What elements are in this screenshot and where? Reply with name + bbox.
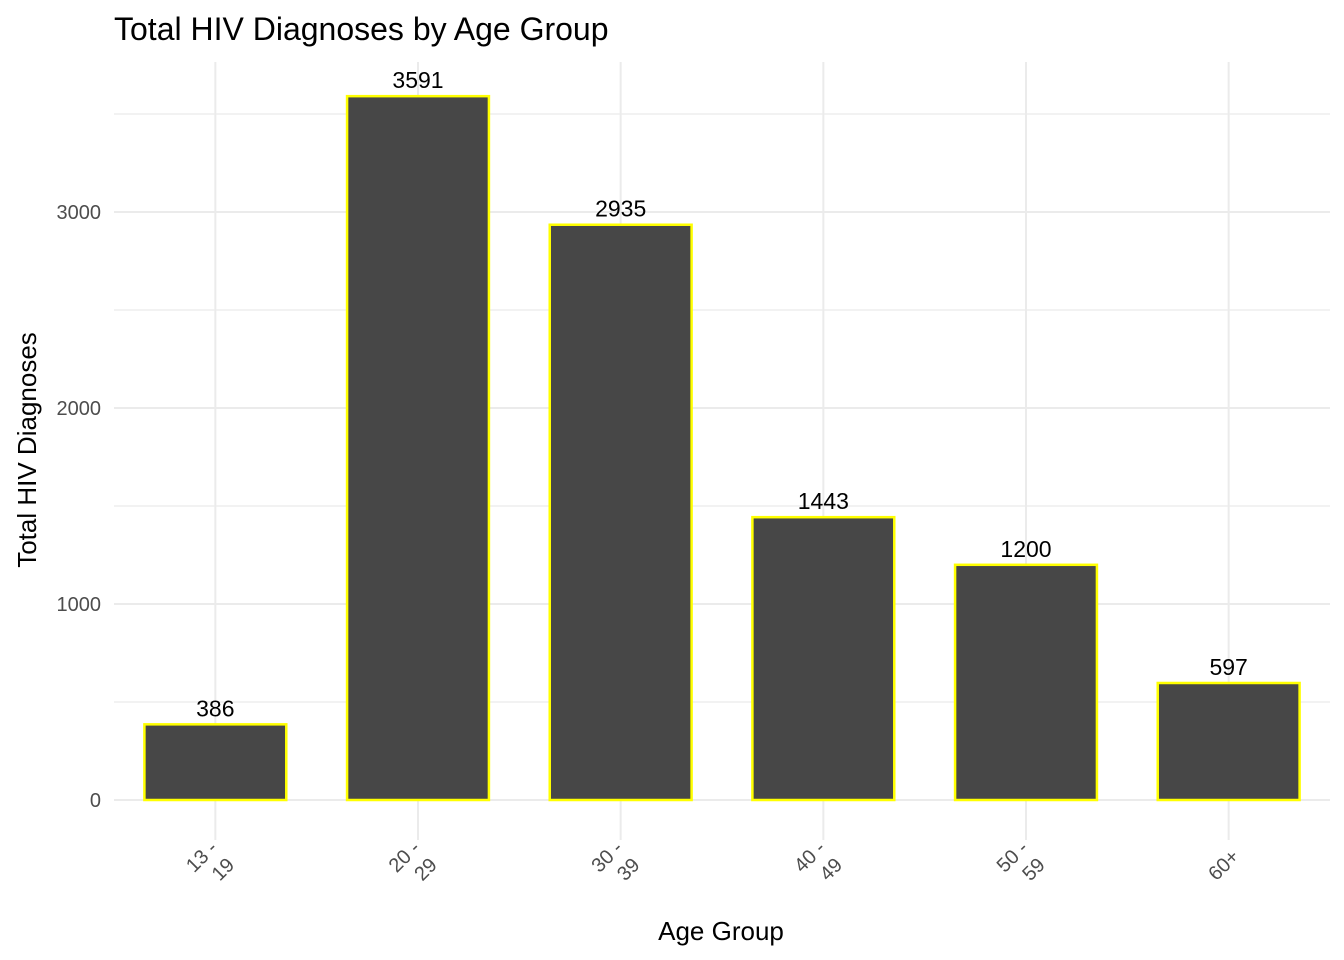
data-label: 3591	[392, 67, 443, 93]
x-tick-label: 50 -59	[993, 837, 1050, 894]
bar	[345, 94, 491, 802]
bar	[1156, 681, 1301, 802]
grid-lines	[114, 62, 1330, 840]
x-tick-label: 20 -29	[385, 837, 442, 894]
data-labels: 386 3591 2935 1443 1200 597	[196, 67, 1248, 721]
bar	[143, 723, 288, 802]
y-tick-label: 3000	[57, 202, 102, 224]
x-tick-label: 13 -19	[182, 837, 239, 894]
x-tick-label: 30 -39	[587, 837, 644, 894]
bar	[751, 515, 896, 802]
svg-text:40 -49: 40 -49	[790, 837, 847, 894]
svg-text:50 -59: 50 -59	[993, 837, 1050, 894]
svg-text:60+: 60+	[1204, 846, 1244, 886]
data-label: 1443	[798, 488, 849, 514]
bar	[548, 223, 693, 802]
svg-text:13 -19: 13 -19	[182, 837, 239, 894]
data-label: 1200	[1000, 536, 1051, 562]
data-label: 386	[196, 695, 234, 721]
x-tick-label: 40 -49	[790, 837, 847, 894]
svg-text:30 -39: 30 -39	[587, 837, 644, 894]
y-axis-title: Total HIV Diagnoses	[12, 332, 42, 568]
y-tick-label: 0	[90, 790, 101, 812]
y-tick-label: 2000	[57, 398, 102, 420]
data-label: 2935	[595, 196, 646, 222]
x-axis-title: Age Group	[658, 916, 784, 946]
x-axis-ticks: 13 -19 20 -29 30 -39 40 -49 50 -59 60+	[182, 837, 1244, 894]
y-axis-ticks: 0 1000 2000 3000	[57, 202, 102, 812]
y-tick-label: 1000	[57, 594, 102, 616]
data-label: 597	[1209, 654, 1247, 680]
chart-title: Total HIV Diagnoses by Age Group	[114, 11, 609, 47]
bar	[953, 563, 1099, 802]
svg-text:20 -29: 20 -29	[385, 837, 442, 894]
bars	[143, 94, 1301, 802]
x-tick-label: 60+	[1204, 846, 1244, 886]
